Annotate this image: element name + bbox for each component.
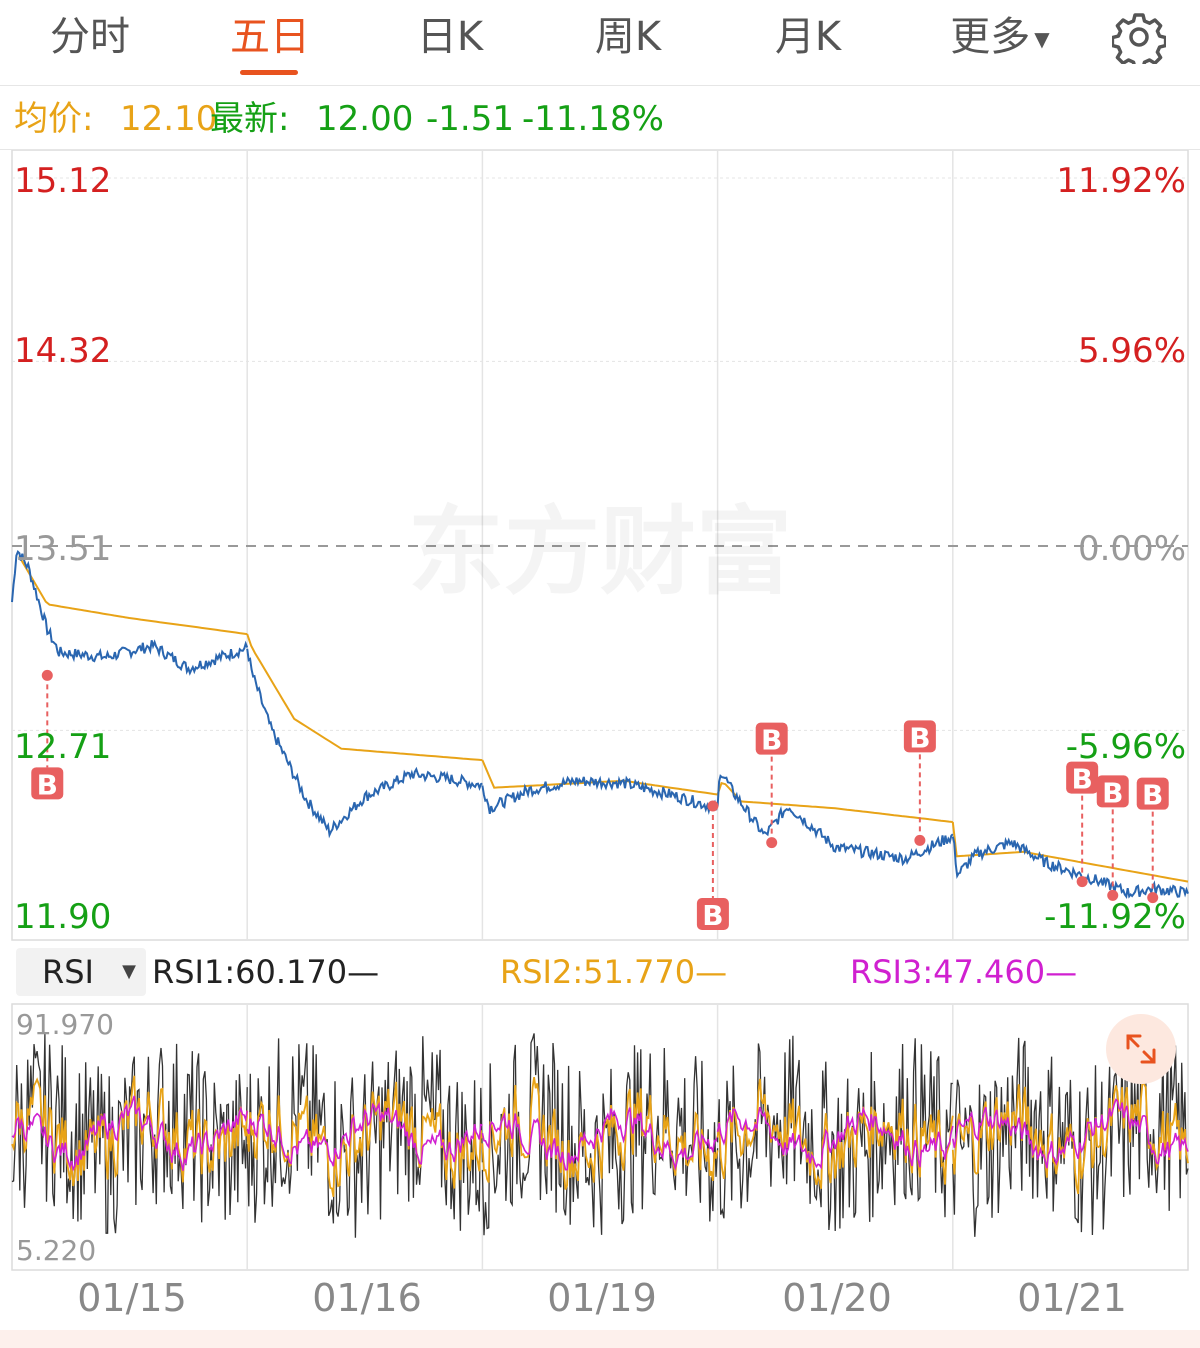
gear-icon[interactable]	[1112, 10, 1166, 64]
quote-summary: 均价: 12.10 最新: 12.00 -1.51 -11.18%	[0, 88, 1200, 150]
bottom-strip	[0, 1330, 1200, 1348]
buy-signal-label: B	[1071, 763, 1092, 796]
buy-signal-badge	[696, 897, 729, 930]
buy-signal-label: B	[1142, 779, 1163, 812]
buy-signal-dot	[766, 837, 778, 849]
latest-price-value: 12.00	[316, 99, 414, 139]
average-price-line	[246, 633, 483, 762]
x-tick-date: 01/16	[312, 1276, 422, 1320]
rsi-line-rsi1	[246, 1036, 484, 1238]
average-price-line	[951, 821, 1189, 883]
y-tick-pct: 0.00%	[1078, 529, 1186, 569]
buy-signal-label: B	[1102, 776, 1123, 809]
x-tick-date: 01/15	[77, 1276, 187, 1320]
caret-down-icon: ▼	[1034, 27, 1050, 51]
rsi-line-rsi1	[952, 1037, 1189, 1237]
period-tab-bar: 分时 五日 日K 周K 月K 更多 ▼	[0, 0, 1200, 86]
price-line	[246, 648, 483, 839]
buy-signal-badge	[1136, 777, 1169, 810]
indicator-select[interactable]: RSI ▼	[16, 948, 146, 996]
price-change: -1.51	[426, 99, 514, 139]
buy-signal-badge	[1066, 761, 1099, 794]
buy-signal-badge	[31, 767, 64, 800]
tab-more-label: 更多	[950, 14, 1031, 60]
rsi-line-rsi1	[11, 1033, 248, 1234]
buy-signal-badge	[1096, 775, 1129, 808]
tab-more[interactable]: 更多 ▼	[930, 12, 1070, 62]
price-line	[481, 775, 719, 816]
x-tick-date: 01/19	[547, 1276, 657, 1320]
rsi-min-label: 5.220	[16, 1234, 96, 1267]
buy-signal-layer: BBB BB B B	[31, 669, 1169, 932]
tab-daily-k[interactable]: 日K	[416, 14, 484, 60]
rsi-line-rsi2	[481, 1076, 719, 1190]
avg-price-label: 均价:	[14, 99, 94, 139]
rsi-panel-frame	[11, 1003, 1189, 1271]
rsi1-value: RSI1:60.170—	[152, 953, 380, 991]
buy-signal-badge	[903, 720, 936, 753]
price-line	[951, 836, 1189, 899]
rsi-line-rsi3	[481, 1107, 719, 1171]
y-tick-price: 14.32	[14, 331, 111, 371]
buy-signal-label: B	[37, 768, 58, 801]
rsi-line-rsi2	[246, 1081, 484, 1197]
rsi-line-rsi2	[716, 1078, 954, 1189]
y-tick-pct: 5.96%	[1078, 331, 1186, 371]
five-day-chart[interactable]: 东方财富 BBB BB B B 15.12 14.32 13.51 12.71 11.…	[0, 150, 1200, 1280]
buy-signal-label: B	[702, 899, 723, 932]
caret-down-icon: ▼	[122, 961, 136, 982]
y-tick-price: 15.12	[14, 161, 111, 201]
tab-monthly-k[interactable]: 月K	[774, 14, 842, 60]
rsi-line-rsi1	[716, 1035, 953, 1232]
y-tick-pct: -11.92%	[1044, 897, 1186, 937]
indicator-bar: RSI ▼ RSI1:60.170— RSI2:51.770— RSI3:47.…	[0, 944, 1200, 1004]
rsi-max-label: 91.970	[16, 1008, 114, 1041]
expand-chart-button[interactable]	[1106, 1014, 1176, 1084]
x-tick-date: 01/20	[782, 1276, 892, 1320]
active-tab-indicator	[240, 70, 298, 75]
indicator-select-value: RSI	[42, 953, 94, 991]
tab-five-day[interactable]: 五日	[230, 14, 310, 60]
rsi-line-rsi3	[246, 1101, 483, 1167]
tab-intraday[interactable]: 分时	[50, 14, 130, 60]
buy-signal-label: B	[761, 724, 782, 757]
buy-signal-dot	[707, 800, 719, 812]
y-tick-price: 12.71	[14, 727, 111, 767]
y-tick-pct: -5.96%	[1066, 727, 1186, 767]
y-tick-price: 13.51	[14, 529, 111, 569]
y-tick-pct: 11.92%	[1056, 161, 1186, 201]
rsi-line-rsi2	[11, 1075, 249, 1187]
rsi-line-rsi1	[481, 1033, 719, 1236]
rsi-line-rsi3	[716, 1106, 954, 1170]
rsi-line-rsi2	[951, 1080, 1189, 1195]
avg-price-value: 12.10	[120, 99, 218, 139]
expand-icon	[1126, 1034, 1156, 1064]
price-change-pct: -11.18%	[522, 99, 664, 139]
rsi2-value: RSI2:51.770—	[500, 953, 728, 991]
buy-signal-dot	[914, 834, 926, 846]
tab-weekly-k[interactable]: 周K	[594, 14, 662, 60]
x-tick-date: 01/21	[1017, 1276, 1127, 1320]
buy-signal-dot	[1147, 892, 1159, 904]
watermark: 东方财富	[408, 496, 792, 608]
buy-signal-dot	[41, 669, 53, 681]
average-price-line	[18, 555, 248, 636]
buy-signal-dot	[1107, 889, 1119, 901]
buy-signal-label: B	[909, 721, 930, 754]
rsi-line-rsi3	[952, 1098, 1189, 1169]
latest-price-label: 最新:	[210, 99, 290, 139]
price-series-layer	[11, 550, 1189, 899]
price-line	[11, 550, 249, 676]
rsi3-value: RSI3:47.460—	[850, 953, 1078, 991]
rsi-series-layer	[11, 1033, 1189, 1238]
buy-signal-dot	[1076, 876, 1088, 888]
rsi-line-rsi3	[11, 1095, 248, 1172]
average-price-line	[716, 781, 953, 823]
buy-signal-badge	[755, 722, 788, 755]
y-tick-price: 11.90	[14, 897, 111, 937]
price-line	[716, 774, 954, 867]
